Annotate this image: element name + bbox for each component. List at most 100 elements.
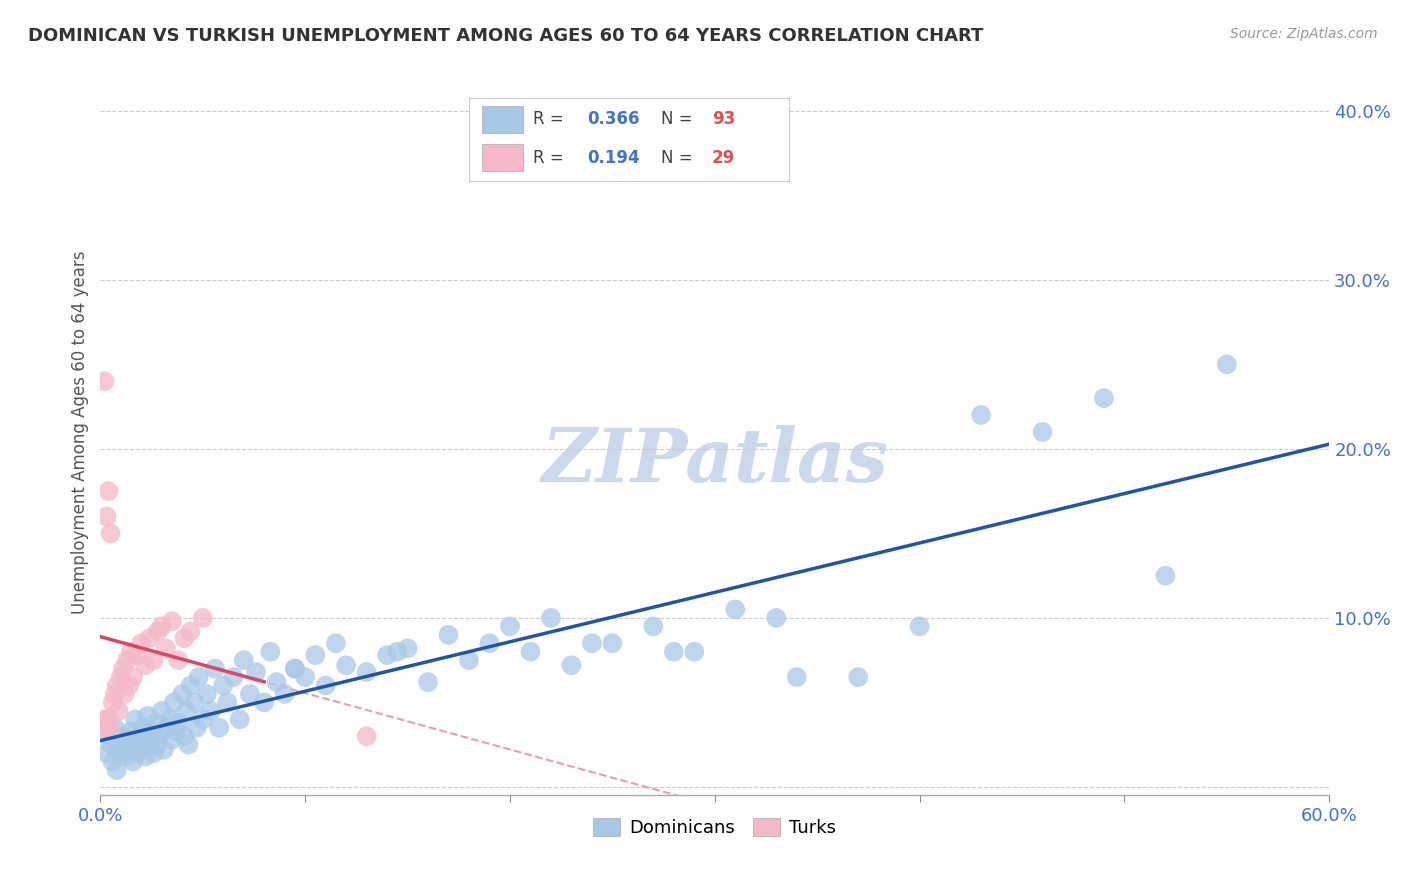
Point [177,738,200,752]
Text: DOMINICAN VS TURKISH UNEMPLOYMENT AMONG AGES 60 TO 64 YEARS CORRELATION CHART: DOMINICAN VS TURKISH UNEMPLOYMENT AMONG … [28,27,983,45]
Point [104,687,127,701]
Point [131,738,153,752]
Point [315,679,337,693]
Point [142,653,165,667]
Point [110,738,132,752]
Point [643,619,665,633]
Point [253,695,276,709]
Point [97,729,120,743]
Point [138,631,160,645]
Point [200,704,222,718]
Point [100,738,122,752]
Point [142,746,165,760]
Point [97,484,120,499]
Point [131,636,153,650]
Point [375,648,398,662]
Point [134,749,156,764]
Point [179,679,201,693]
Point [222,670,245,684]
Point [97,712,120,726]
Point [179,624,201,639]
Point [1216,357,1239,371]
Point [765,611,787,625]
Point [101,755,124,769]
Point [167,653,190,667]
Point [160,615,183,629]
Point [145,715,167,730]
Point [266,675,288,690]
Point [217,695,239,709]
Point [176,704,198,718]
Point [228,712,250,726]
Point [141,724,163,739]
Point [519,645,541,659]
Legend: Dominicans, Turks: Dominicans, Turks [586,811,844,845]
Point [387,645,409,659]
Point [499,619,522,633]
Point [683,645,706,659]
Point [96,746,118,760]
Point [122,670,145,684]
Point [105,679,128,693]
Point [724,602,747,616]
Point [239,687,262,701]
Point [356,729,378,743]
Point [846,670,869,684]
Point [155,641,177,656]
Point [110,670,132,684]
Point [93,712,115,726]
Point [437,628,460,642]
Point [115,653,138,667]
Point [118,679,141,693]
Point [273,687,295,701]
Point [581,636,603,650]
Point [155,721,177,735]
Point [478,636,501,650]
Point [284,662,307,676]
Point [127,648,149,662]
Point [540,611,562,625]
Point [1031,425,1053,439]
Point [114,687,136,701]
Point [1092,391,1115,405]
Point [304,648,326,662]
Point [132,721,155,735]
Y-axis label: Unemployment Among Ages 60 to 64 years: Unemployment Among Ages 60 to 64 years [72,251,89,614]
Point [165,724,187,739]
Point [416,675,439,690]
Point [118,732,141,747]
Point [396,641,419,656]
Point [284,662,307,676]
Point [335,658,357,673]
Point [146,624,169,639]
Point [183,695,205,709]
Point [107,704,129,718]
Point [146,738,169,752]
Point [96,509,118,524]
Point [150,704,173,718]
Point [114,749,136,764]
Point [127,746,149,760]
Point [153,743,176,757]
Point [150,619,173,633]
Point [186,721,208,735]
Point [160,732,183,747]
Point [159,712,181,726]
Point [187,670,209,684]
Point [245,665,267,679]
Point [191,712,214,726]
Point [111,729,134,743]
Point [173,729,195,743]
Point [458,653,481,667]
Point [104,721,127,735]
Point [120,645,142,659]
Point [173,631,195,645]
Point [96,721,118,735]
Point [167,715,190,730]
Point [602,636,624,650]
Point [105,763,128,777]
Point [212,679,235,693]
Point [111,662,134,676]
Point [908,619,931,633]
Point [149,729,172,743]
